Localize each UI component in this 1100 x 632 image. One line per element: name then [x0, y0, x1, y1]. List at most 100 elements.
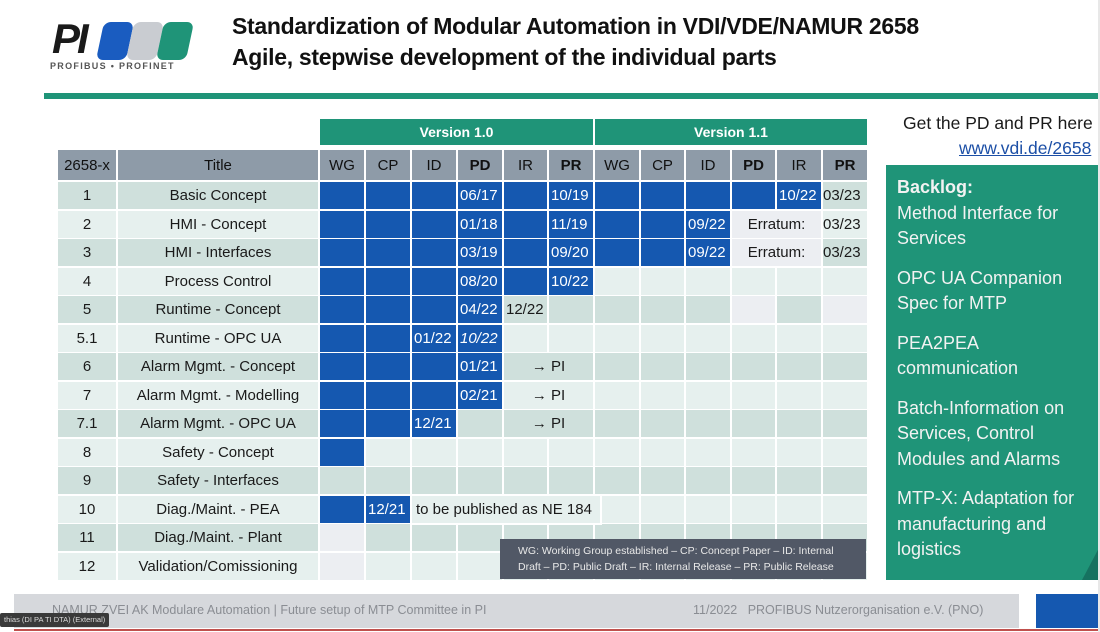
table-cell	[366, 524, 412, 553]
window-edge	[1098, 0, 1100, 632]
table-cell	[823, 438, 869, 468]
row-title: Alarm Mgmt. - OPC UA	[118, 410, 320, 439]
row-title: Basic Concept	[118, 182, 320, 211]
table-cell-value: to be published as NE 184	[412, 495, 602, 525]
table-cell	[732, 324, 777, 354]
backlog-item: OPC UA Companion Spec for MTP	[897, 267, 1063, 314]
table-cell-value: 03/23	[823, 239, 869, 268]
row-number: 3	[58, 239, 118, 268]
column-header-cp: CP	[366, 150, 412, 182]
table-cell	[412, 239, 458, 268]
table-cell	[320, 410, 366, 439]
column-header-ir: IR	[777, 150, 823, 182]
table-cell	[504, 210, 549, 240]
row-number: 9	[58, 467, 118, 496]
table-cell-value: 10/22	[777, 182, 823, 211]
table-cell	[641, 467, 686, 496]
table-cell	[686, 324, 732, 354]
table-cell	[412, 438, 458, 468]
table-cell	[366, 410, 412, 439]
table-cell	[320, 552, 366, 582]
table-cell	[504, 324, 549, 354]
table-cell	[412, 552, 458, 582]
table-cell-value: 12/21	[366, 495, 412, 525]
table-cell	[366, 182, 412, 211]
table-cell	[412, 467, 458, 496]
logo-subtitle: PROFIBUS • PROFINET	[50, 61, 175, 71]
table-cell	[320, 381, 366, 411]
table-cell-value: 09/22	[686, 239, 732, 268]
table-cell	[686, 353, 732, 382]
backlog-heading: Backlog:	[897, 177, 974, 197]
table-cell-value: 10/22	[458, 324, 504, 354]
table-cell	[595, 495, 641, 525]
legend-line-2: Draft – PD: Public Draft – IR: Internal …	[518, 561, 834, 573]
table-cell	[412, 381, 458, 411]
table-cell	[777, 438, 823, 468]
table-cell	[777, 324, 823, 354]
backlog-item: MTP-X: Adaptation for manufacturing and …	[897, 488, 1075, 559]
column-header-pd: PD	[458, 150, 504, 182]
footer-red-line	[14, 629, 1100, 631]
table-cell	[504, 182, 549, 211]
column-header-id: ID	[412, 150, 458, 182]
table-cell	[412, 267, 458, 297]
table-cell	[504, 267, 549, 297]
pi-logo: PI PROFIBUS • PROFINET	[48, 15, 195, 74]
table-cell	[823, 324, 869, 354]
table-cell	[595, 467, 641, 496]
footer-accent-block	[1036, 594, 1100, 628]
table-cell	[777, 410, 823, 439]
table-cell	[458, 410, 504, 439]
table-cell	[595, 410, 641, 439]
table-cell-value: 01/18	[458, 210, 504, 240]
table-cell	[549, 467, 595, 496]
footer-date: 11/2022	[693, 603, 738, 617]
row-title: Diag./Maint. - PEA	[118, 495, 320, 525]
row-title: Alarm Mgmt. - Concept	[118, 353, 320, 382]
column-header-ir: IR	[504, 150, 549, 182]
row-title: Runtime - Concept	[118, 296, 320, 325]
table-cell-value: 08/20	[458, 267, 504, 297]
table-cell-value: 04/22	[458, 296, 504, 325]
table-cell-value: → PI	[504, 410, 595, 439]
table-cell-value: → PI	[504, 353, 595, 382]
table-cell	[320, 353, 366, 382]
page-fold-corner	[1082, 546, 1100, 580]
table-cell	[595, 182, 641, 211]
table-cell	[595, 267, 641, 297]
download-hint: Get the PD and PR here	[903, 113, 1093, 133]
row-number: 7	[58, 381, 118, 411]
backlog-item: Batch-Information on Services, Control M…	[897, 397, 1065, 469]
table-cell	[732, 438, 777, 468]
table-cell	[412, 353, 458, 382]
version-header-1-0: Version 1.0	[320, 119, 595, 147]
row-number: 8	[58, 438, 118, 468]
vdi-link[interactable]: www.vdi.de/2658	[959, 138, 1092, 158]
table-cell	[686, 467, 732, 496]
table-cell-value: 09/22	[686, 210, 732, 240]
table-cell	[412, 210, 458, 240]
logo-pi-text: PI	[52, 15, 89, 62]
table-cell	[366, 324, 412, 354]
table-cell	[732, 296, 777, 325]
table-cell-value: 12/22	[504, 296, 549, 325]
table-cell	[641, 267, 686, 297]
table-cell	[641, 381, 686, 411]
table-cell	[595, 210, 641, 240]
table-cell	[366, 467, 412, 496]
table-cell	[732, 495, 777, 525]
row-number: 5	[58, 296, 118, 325]
table-cell	[732, 410, 777, 439]
row-title: Validation/Comissioning	[118, 552, 320, 582]
row-title: Safety - Concept	[118, 438, 320, 468]
row-title: HMI - Interfaces	[118, 239, 320, 268]
table-cell	[366, 552, 412, 582]
title-divider	[44, 93, 1100, 99]
table-cell	[458, 552, 504, 582]
table-cell	[366, 210, 412, 240]
table-cell	[641, 296, 686, 325]
table-cell	[504, 239, 549, 268]
table-cell-value: 03/23	[823, 210, 869, 240]
table-cell	[320, 438, 366, 468]
